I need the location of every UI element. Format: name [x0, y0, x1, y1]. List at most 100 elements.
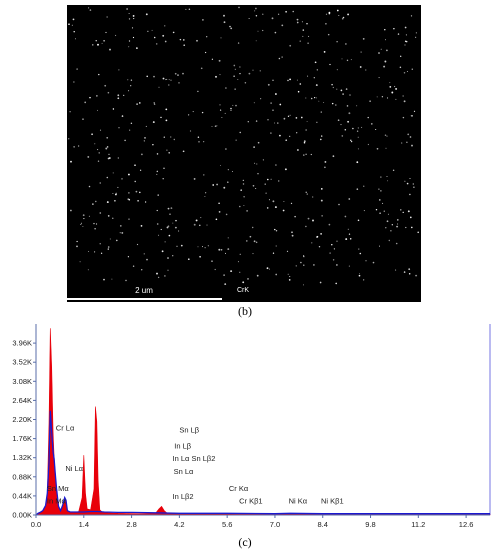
map-dot: [80, 261, 81, 262]
map-dot: [173, 32, 174, 33]
map-dot: [363, 38, 365, 40]
map-dot: [127, 79, 128, 80]
map-dot: [407, 183, 409, 185]
map-dot: [395, 270, 396, 271]
map-dot: [73, 31, 74, 32]
map-dot: [109, 157, 110, 158]
map-dot: [349, 266, 350, 267]
map-dot: [291, 203, 292, 204]
map-dot: [386, 50, 388, 52]
peak-label: Cr Lα: [56, 423, 75, 432]
map-dot: [311, 154, 312, 155]
map-dot: [319, 246, 320, 247]
map-dot: [412, 68, 413, 69]
map-dot: [363, 279, 364, 280]
map-dot: [292, 235, 294, 237]
map-dot: [70, 161, 72, 163]
map-dot: [254, 240, 256, 242]
map-dot: [129, 40, 130, 41]
map-dot: [378, 52, 380, 54]
map-dot: [72, 25, 73, 26]
map-dot: [223, 274, 225, 276]
map-dot: [267, 119, 268, 120]
map-dot: [282, 57, 283, 58]
map-dot: [337, 10, 339, 12]
map-dot: [166, 79, 167, 80]
map-dot: [221, 249, 223, 251]
map-dot: [369, 100, 371, 102]
map-dot: [235, 89, 236, 90]
map-dot: [240, 254, 241, 255]
map-dot: [82, 118, 83, 119]
map-dot: [216, 125, 217, 126]
map-dot: [396, 226, 398, 228]
map-dot: [296, 265, 297, 266]
map-dot: [164, 136, 165, 137]
map-dot: [385, 148, 386, 149]
map-dot: [317, 69, 318, 70]
map-dot: [389, 240, 390, 241]
map-dot: [347, 60, 348, 61]
map-dot: [165, 241, 166, 242]
map-dot: [325, 23, 327, 25]
map-dot: [391, 92, 393, 94]
map-dot: [269, 269, 270, 270]
y-tick-label: 0.00K: [12, 511, 32, 520]
map-dot: [283, 201, 284, 202]
map-dot: [220, 104, 221, 105]
map-dot: [315, 61, 317, 63]
map-dot: [126, 8, 128, 10]
map-dot: [152, 30, 153, 31]
map-dot: [297, 22, 299, 24]
x-tick-label: 11.2: [411, 520, 425, 529]
map-dot: [394, 86, 395, 87]
map-dot: [204, 196, 205, 197]
map-dot: [193, 111, 194, 112]
map-dot: [250, 236, 252, 238]
map-dot: [320, 139, 322, 141]
map-dot: [225, 87, 227, 89]
map-dot: [278, 180, 279, 181]
map-dot: [157, 194, 158, 195]
map-dot: [267, 267, 269, 269]
map-dot: [141, 225, 143, 227]
map-dot: [160, 117, 161, 118]
map-dot: [270, 132, 271, 133]
map-dot: [98, 161, 99, 162]
map-dot: [76, 246, 78, 248]
map-dot: [358, 220, 360, 222]
y-tick-label: 3.96K: [12, 339, 32, 348]
map-dot: [377, 148, 379, 150]
map-dot: [121, 178, 122, 179]
map-dot: [321, 215, 322, 216]
map-dot: [346, 88, 348, 90]
map-dot: [118, 127, 119, 128]
map-dot: [188, 258, 190, 260]
map-dot: [123, 95, 124, 96]
map-dot: [239, 73, 240, 74]
map-dot: [416, 32, 417, 33]
map-dot: [256, 15, 257, 16]
map-dot: [199, 225, 200, 226]
y-tick-label: 2.20K: [12, 415, 32, 424]
x-tick-label: 2.8: [126, 520, 136, 529]
map-dot: [206, 225, 207, 226]
map-dot: [336, 89, 337, 90]
map-dot: [265, 193, 266, 194]
map-dot: [398, 33, 399, 34]
map-dot: [265, 183, 266, 184]
map-dot: [144, 140, 145, 141]
map-dot: [252, 227, 253, 228]
map-dot: [108, 215, 110, 217]
map-dot: [403, 212, 404, 213]
map-dot: [364, 210, 365, 211]
map-dot: [341, 135, 343, 137]
map-dot: [162, 35, 164, 37]
map-dot: [108, 154, 109, 155]
map-dot: [350, 238, 352, 240]
map-dot: [245, 82, 247, 84]
map-dot: [375, 129, 376, 130]
map-dot: [345, 129, 347, 131]
map-dot: [84, 102, 86, 104]
map-dot: [162, 178, 163, 179]
